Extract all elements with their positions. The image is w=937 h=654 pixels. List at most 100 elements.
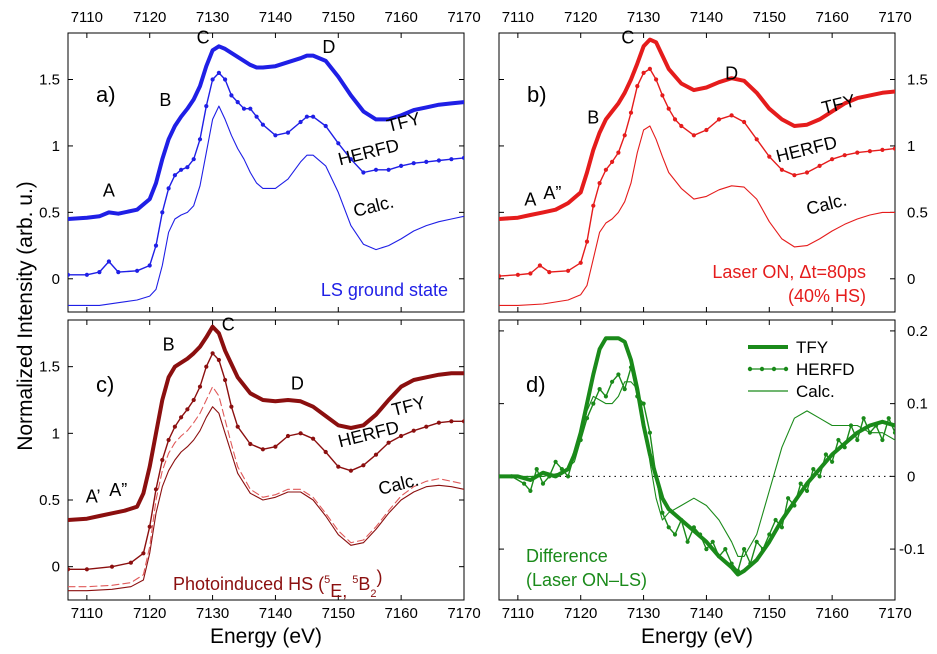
herfd-point <box>304 114 309 119</box>
herfd-point <box>779 525 785 530</box>
herfd-point <box>106 259 111 264</box>
herfd-point <box>191 157 196 162</box>
herfd-point <box>323 123 328 129</box>
legend-marker <box>783 366 789 372</box>
herfd-point <box>647 66 653 71</box>
herfd-point <box>386 167 391 172</box>
herfd-point <box>647 430 653 435</box>
herfd-point <box>399 433 404 439</box>
herfd-point <box>260 122 265 127</box>
panel-label: a) <box>96 82 116 107</box>
herfd-point <box>880 437 885 443</box>
herfd-point <box>880 147 885 152</box>
herfd-point <box>716 117 722 122</box>
herfd-point <box>716 554 722 559</box>
x-tick-label: 7170 <box>447 9 480 26</box>
herfd-point <box>141 551 146 556</box>
herfd-point <box>361 170 366 175</box>
herfd-point <box>641 70 646 75</box>
x-tick-label: 7110 <box>71 9 103 26</box>
y-tick-label: 0.5 <box>39 492 60 509</box>
herfd-point <box>685 539 690 544</box>
x-tick-label: 7140 <box>259 605 292 622</box>
x-tick-label: 7160 <box>815 9 848 26</box>
x-tick-label: 7160 <box>384 605 417 622</box>
x-tick-label: 7120 <box>564 9 597 26</box>
curve-label: Calc. <box>351 192 396 221</box>
herfd-point <box>628 365 634 370</box>
herfd-point <box>336 141 341 146</box>
herfd-point <box>411 161 416 166</box>
x-tick-label: 7110 <box>71 605 103 622</box>
series-herfd-line <box>499 366 895 572</box>
series-group <box>499 37 895 306</box>
herfd-point <box>817 163 822 168</box>
annotation-text: Photoinduced HS (5E, 5B2) <box>173 567 383 601</box>
herfd-point <box>842 445 847 450</box>
herfd-point <box>773 517 778 523</box>
panel-label: c) <box>96 372 114 397</box>
herfd-point <box>729 561 734 566</box>
herfd-point <box>867 149 873 154</box>
herfd-point <box>547 270 552 275</box>
y-tick-label: 0.1 <box>907 396 928 413</box>
peak-label: A’ <box>86 487 101 507</box>
herfd-point <box>534 467 539 472</box>
herfd-point <box>817 474 822 479</box>
legend-marker <box>747 366 753 372</box>
herfd-point <box>660 93 665 98</box>
herfd-point <box>336 464 341 469</box>
herfd-point <box>767 154 772 159</box>
x-tick-label: 7130 <box>196 9 229 26</box>
herfd-point <box>597 181 602 186</box>
herfd-point <box>811 467 816 472</box>
peak-label: C <box>222 315 235 335</box>
herfd-point <box>836 437 841 443</box>
y-tick-label: -0.1 <box>899 541 925 558</box>
herfd-point <box>760 547 766 552</box>
x-tick-label: 7130 <box>196 605 229 622</box>
y-tick-label: 0 <box>52 559 60 576</box>
series-herfd-line <box>68 352 464 570</box>
herfd-point <box>172 173 177 178</box>
series-calc-line <box>68 406 464 592</box>
annotation-part: 5 <box>352 574 358 586</box>
series-group <box>68 44 464 306</box>
annotation-text: Difference <box>526 546 608 566</box>
herfd-point <box>679 123 684 129</box>
x-tick-label: 7160 <box>384 9 417 26</box>
herfd-point <box>68 567 71 572</box>
herfd-point <box>135 268 140 273</box>
herfd-point <box>285 433 291 439</box>
herfd-point <box>742 119 747 125</box>
herfd-point <box>197 137 203 142</box>
peak-label: D <box>725 64 738 84</box>
series-group <box>68 324 464 592</box>
y-tick-label: 0 <box>907 271 915 288</box>
herfd-point <box>855 150 860 155</box>
herfd-point <box>861 416 866 421</box>
herfd-point <box>754 137 759 142</box>
herfd-point <box>166 186 171 191</box>
herfd-point <box>641 401 646 406</box>
y-tick-label: 1 <box>52 138 60 155</box>
herfd-point <box>892 430 895 435</box>
herfd-point <box>273 444 278 449</box>
herfd-point <box>672 532 678 537</box>
herfd-point <box>97 270 102 275</box>
x-axis-label: Energy (eV) <box>641 625 753 648</box>
herfd-point <box>229 93 234 98</box>
herfd-point <box>68 272 71 277</box>
herfd-point <box>185 165 190 170</box>
x-tick-label: 7140 <box>690 9 723 26</box>
herfd-point <box>842 153 847 158</box>
series-herfd-line <box>499 68 895 277</box>
x-tick-label: 7120 <box>133 9 166 26</box>
peak-label: A” <box>109 480 127 500</box>
herfd-point <box>779 167 785 172</box>
herfd-point <box>792 173 797 178</box>
herfd-point <box>204 104 209 109</box>
plot-frame <box>498 319 896 601</box>
herfd-point <box>792 503 797 508</box>
